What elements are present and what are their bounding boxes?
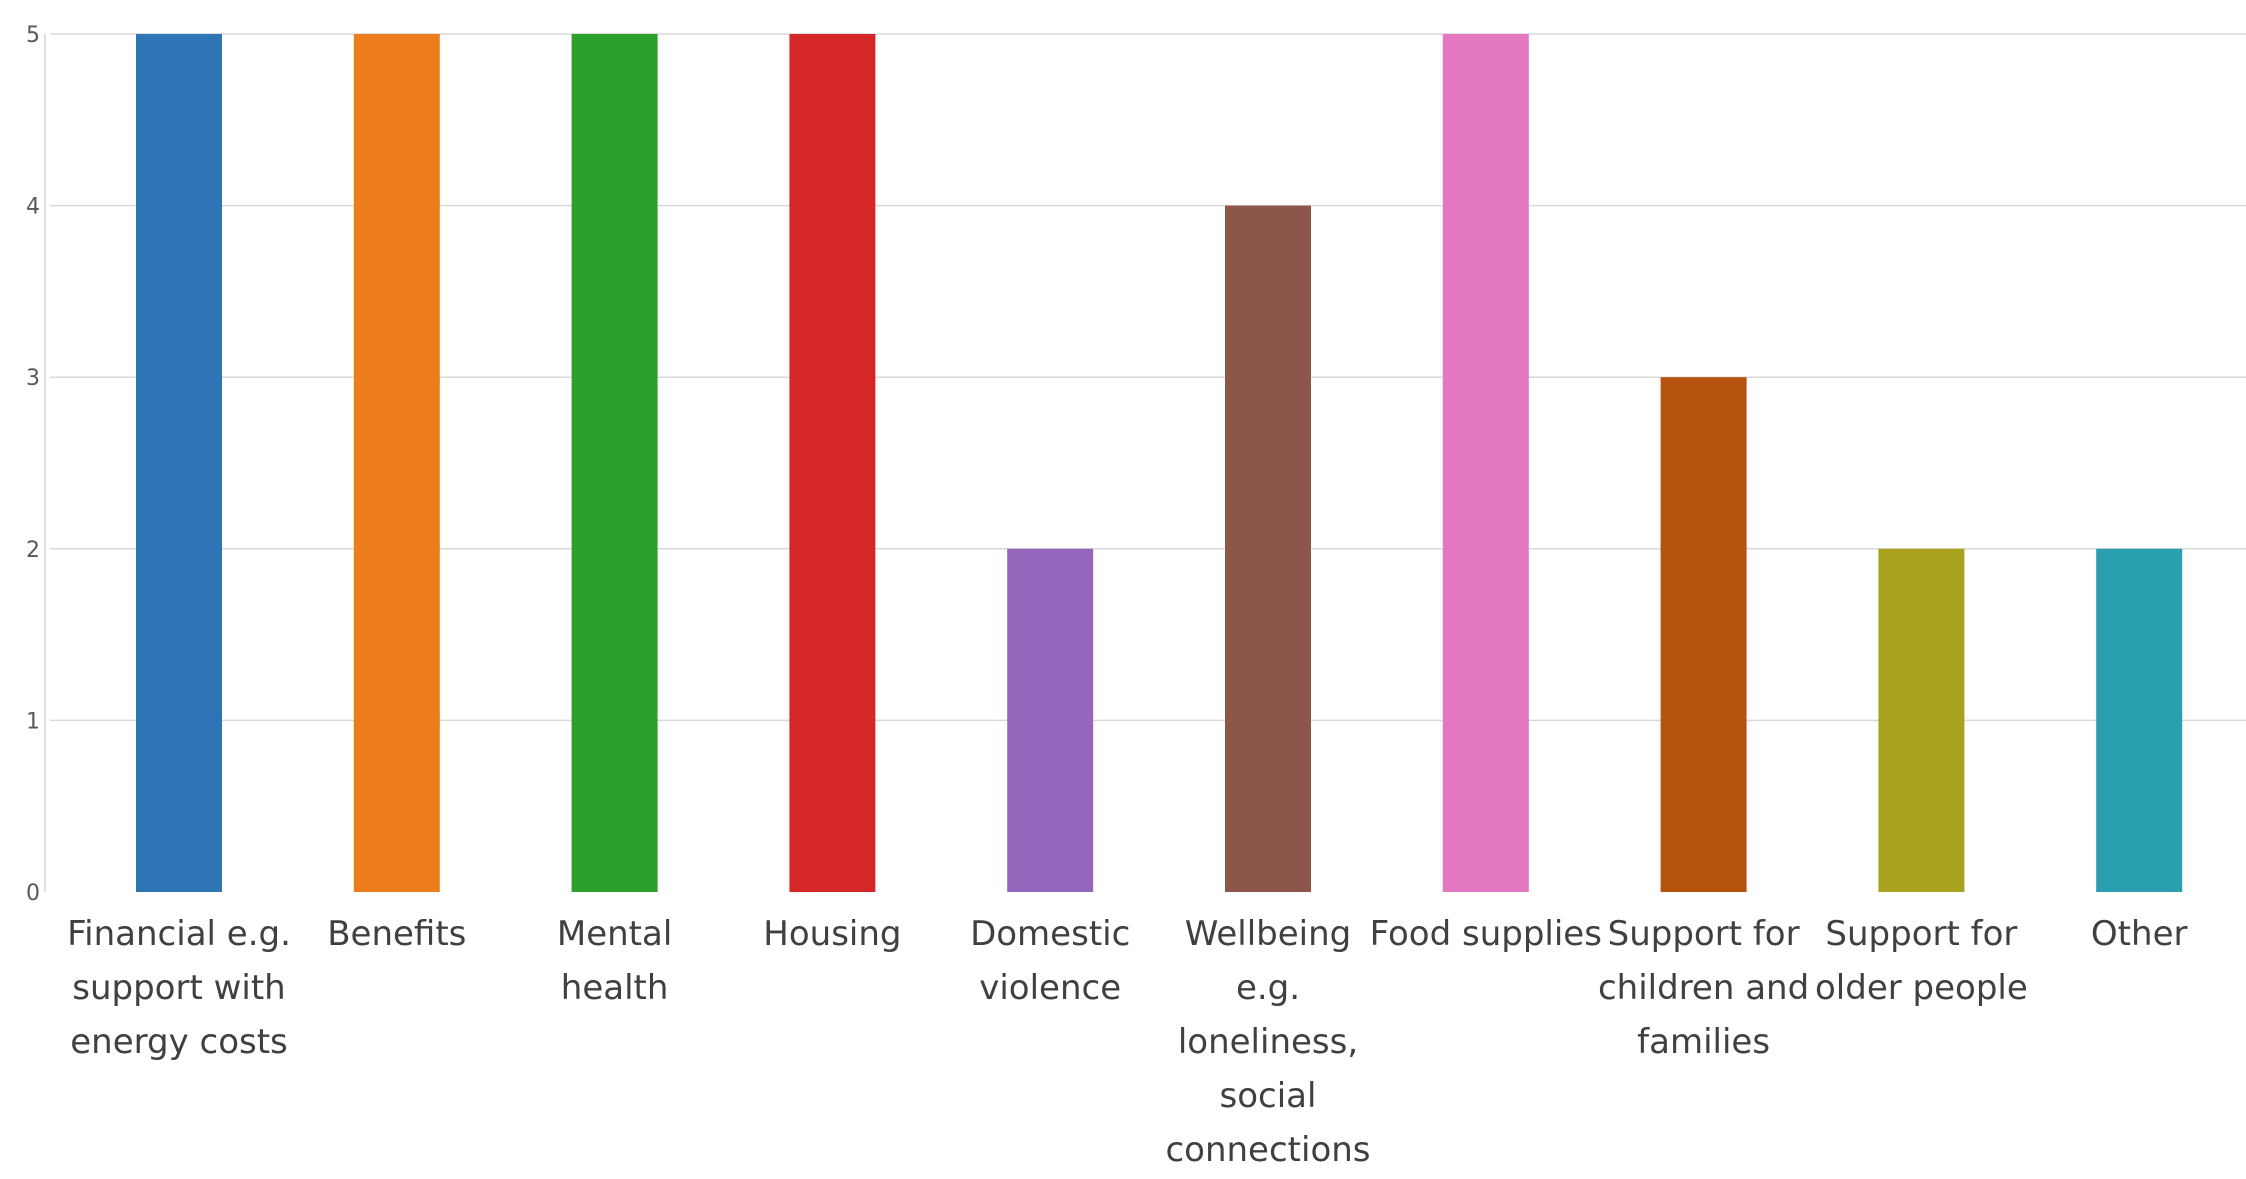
bar xyxy=(1442,34,1529,892)
x-tick-label: support with xyxy=(72,968,285,1008)
x-tick-label: Other xyxy=(2091,914,2188,954)
x-tick-label: Food supplies xyxy=(1370,914,1602,954)
bar xyxy=(1660,377,1747,892)
x-tick-label: connections xyxy=(1165,1130,1370,1170)
x-axis-labels: Financial e.g. support with energy costs Be… xyxy=(67,914,2187,1170)
x-tick-label: health xyxy=(561,968,669,1008)
x-tick-label: Benefits xyxy=(327,914,466,954)
bar xyxy=(136,34,222,892)
x-tick-label: older people xyxy=(1815,968,2028,1008)
x-tick-label: families xyxy=(1637,1022,1770,1062)
y-tick-label: 0 xyxy=(26,881,40,906)
x-tick-label: social xyxy=(1220,1076,1317,1116)
x-tick-label: energy costs xyxy=(70,1022,288,1062)
x-tick-label: children and xyxy=(1598,968,1809,1008)
x-tick-label: Support for xyxy=(1608,914,1800,954)
x-tick-label: loneliness, xyxy=(1178,1022,1358,1062)
x-tick-label: Support for xyxy=(1825,914,2017,954)
x-tick-label: Wellbeing xyxy=(1185,914,1352,954)
x-tick-label: violence xyxy=(979,968,1121,1008)
bar xyxy=(1225,205,1311,893)
y-tick-label: 3 xyxy=(26,366,40,391)
bar xyxy=(1007,548,1094,892)
bar xyxy=(571,34,658,892)
y-tick-label: 1 xyxy=(26,709,40,734)
bar xyxy=(353,34,440,892)
bar xyxy=(1878,548,1965,892)
x-tick-label: Housing xyxy=(763,914,901,954)
y-axis-ticks: 0 1 2 3 4 5 xyxy=(26,23,40,906)
x-tick-label: Mental xyxy=(557,914,672,954)
y-tick-label: 2 xyxy=(26,538,40,563)
bar xyxy=(2096,548,2183,892)
x-tick-label: Financial e.g. xyxy=(67,914,291,954)
x-tick-label: e.g. xyxy=(1236,968,1300,1008)
x-tick-label: Domestic xyxy=(970,914,1130,954)
y-tick-label: 4 xyxy=(26,195,40,220)
bars xyxy=(136,34,2183,893)
y-tick-label: 5 xyxy=(26,23,40,48)
bar xyxy=(789,34,876,892)
